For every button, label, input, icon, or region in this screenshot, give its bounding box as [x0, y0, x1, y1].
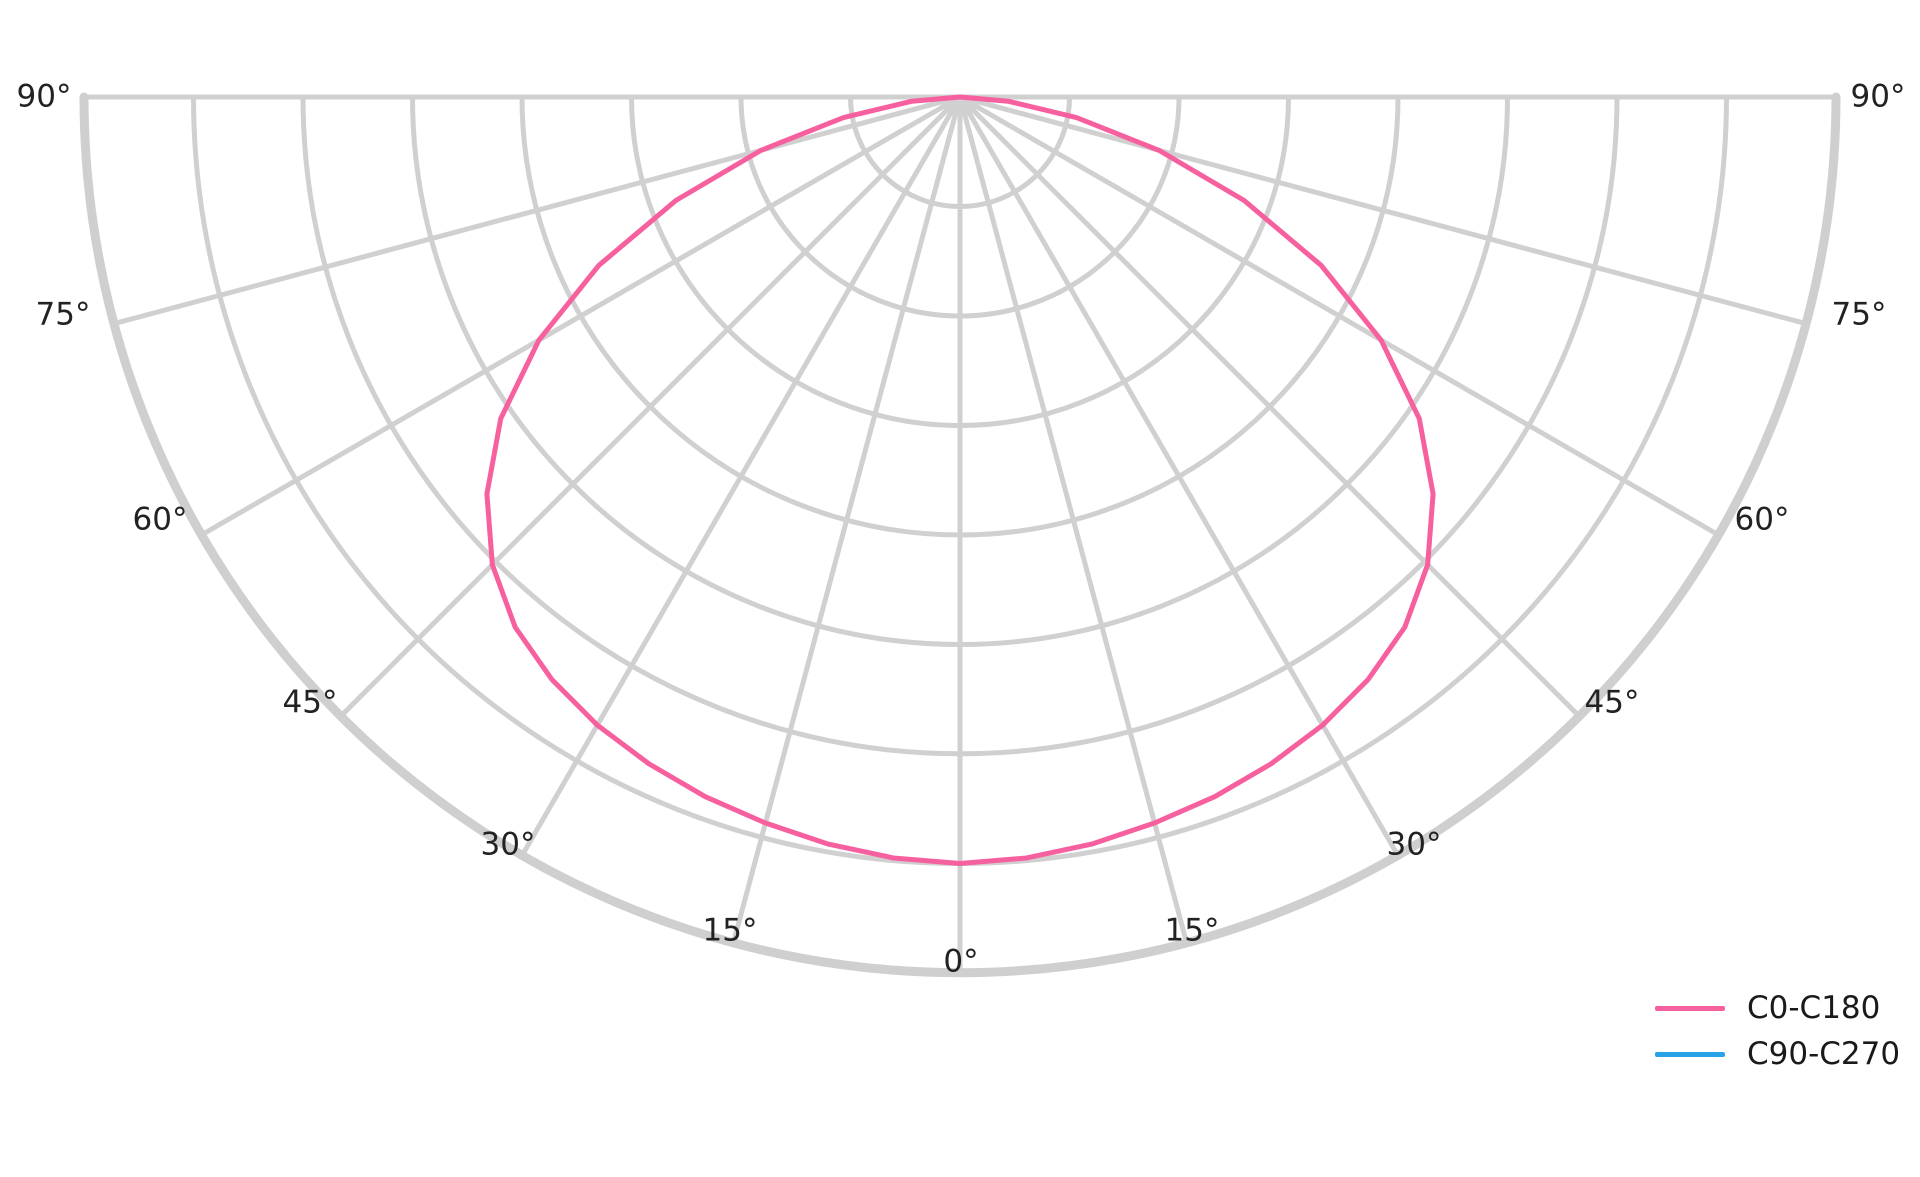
- grid-spoke: [730, 96, 963, 944]
- legend-label-c0-c180: C0-C180: [1747, 989, 1881, 1026]
- legend-label-c90-c270: C90-C270: [1747, 1035, 1901, 1072]
- series-curve-c0-c180: [484, 94, 1436, 866]
- angle-tick-label: 75°: [35, 296, 91, 333]
- angle-tick-label: 90°: [1850, 78, 1906, 115]
- legend-swatch-c0-c180: [1655, 1005, 1725, 1011]
- chart-legend: C0-C180 C90-C270: [1655, 985, 1905, 1077]
- angle-tick-label: 45°: [282, 684, 338, 721]
- angle-tick-label: 75°: [1831, 296, 1887, 333]
- grid-spoke: [958, 95, 1582, 719]
- outer-boundary-arc: [79, 92, 1841, 978]
- grid-spoke: [958, 94, 1720, 538]
- grid-spoke: [519, 95, 963, 857]
- angle-tick-label: 90°: [16, 78, 72, 115]
- angle-tick-label: 30°: [1386, 826, 1442, 863]
- legend-item-c0-c180[interactable]: C0-C180: [1655, 985, 1905, 1031]
- angle-tick-label: 15°: [1164, 912, 1220, 949]
- angle-tick-label: 0°: [943, 943, 979, 980]
- legend-item-c90-c270[interactable]: C90-C270: [1655, 1031, 1905, 1077]
- grid-spokes: [84, 94, 1836, 973]
- grid-spoke: [200, 94, 962, 538]
- angle-tick-label: 60°: [1734, 501, 1790, 538]
- grid-spoke: [957, 96, 1190, 944]
- grid-spoke: [959, 94, 1807, 327]
- angle-tick-label: 60°: [132, 501, 188, 538]
- angle-tick-label: 30°: [480, 826, 536, 863]
- grid-spoke: [338, 95, 962, 719]
- polar-grid: [79, 92, 1841, 978]
- grid-spoke: [113, 94, 961, 327]
- grid-spoke: [957, 95, 1401, 857]
- angle-tick-label: 45°: [1584, 684, 1640, 721]
- angle-tick-label: 15°: [702, 912, 758, 949]
- legend-swatch-c90-c270: [1655, 1051, 1725, 1057]
- series-curves: [484, 94, 1436, 866]
